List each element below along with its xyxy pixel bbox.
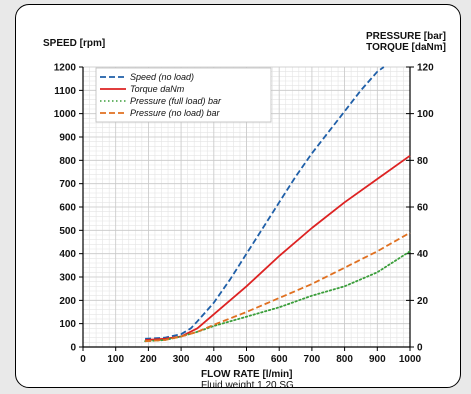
right-axis-label-pressure: PRESSURE [bar] [366, 31, 446, 42]
left-tick-label: 800 [59, 156, 76, 167]
left-tick-label: 300 [59, 273, 76, 284]
x-tick-label: 600 [271, 354, 288, 365]
right-tick-label: 20 [417, 296, 429, 307]
axes [79, 66, 414, 351]
x-axis-label: FLOW RATE [l/min] [201, 369, 292, 380]
right-tick-label: 80 [417, 156, 429, 167]
x-tick-label: 900 [369, 354, 386, 365]
right-tick-label: 60 [417, 203, 429, 214]
x-tick-label: 800 [336, 354, 353, 365]
right-tick-label: 40 [417, 249, 429, 260]
left-tick-label: 700 [59, 179, 76, 190]
right-axis-label-torque: TORQUE [daNm] [366, 42, 446, 53]
x-tick-label: 400 [205, 354, 222, 365]
left-tick-label: 1000 [54, 109, 77, 120]
series-lines [144, 66, 411, 343]
left-tick-label: 1100 [54, 86, 76, 97]
series-line-3 [144, 250, 411, 343]
left-tick-label: 400 [59, 249, 76, 260]
left-tick-label: 500 [59, 226, 76, 237]
right-tick-label: 0 [417, 343, 423, 354]
legend-box [95, 67, 272, 123]
x-tick-label: 500 [238, 354, 255, 365]
left-tick-label: 900 [59, 133, 76, 144]
x-tick-label: 200 [140, 354, 157, 365]
x-tick-label: 1000 [399, 354, 422, 365]
series-line-1 [145, 66, 385, 340]
flow-rate-chart: 0 100 200 300 400 500 600 700 800 900 100001002003… [43, 31, 446, 388]
left-tick-label: 0 [70, 343, 76, 354]
x-tick-label: 700 [304, 354, 321, 365]
chart-card: 0 100 200 300 400 500 600 700 800 900 1000 0 100 200 3… [15, 4, 461, 388]
legend-entry-2: Torque daNm [130, 84, 185, 94]
fluid-weight-note: Fluid weight 1.20 SG [201, 380, 294, 388]
left-tick-label: 600 [59, 203, 76, 214]
tick-labels: 0 100 200 300 400 500 600 700 800 900 100001002003… [54, 63, 434, 366]
legend-entry-4: Pressure (no load) bar [130, 108, 221, 118]
left-tick-label: 200 [59, 296, 76, 307]
legend: Speed (no load) Torque daNm Pressure (full… [95, 67, 272, 123]
left-tick-label: 100 [59, 319, 76, 330]
left-tick-label: 1200 [54, 63, 77, 74]
x-tick-label: 300 [173, 354, 190, 365]
right-tick-label: 100 [417, 109, 434, 120]
x-tick-label: 100 [107, 354, 124, 365]
legend-entry-1: Speed (no load) [130, 72, 194, 82]
x-tick-label: 0 [80, 354, 86, 365]
legend-entry-3: Pressure (full load) bar [130, 96, 222, 106]
right-tick-label: 120 [417, 63, 434, 74]
left-axis-label: SPEED [rpm] [43, 38, 105, 49]
series-line-4 [145, 231, 411, 343]
